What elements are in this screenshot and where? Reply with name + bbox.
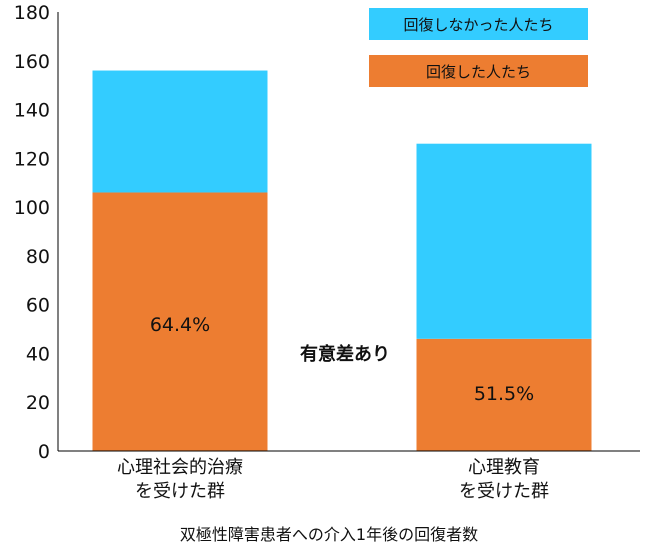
- bar-percentage-label-2: 51.5%: [474, 383, 534, 405]
- y-tick-label: 40: [26, 343, 50, 365]
- y-tick-label: 60: [26, 295, 50, 317]
- bar-recovered-2: [416, 338, 592, 451]
- y-tick-label: 0: [38, 441, 50, 463]
- y-tick-label: 160: [14, 51, 50, 73]
- y-tick-label: 120: [14, 148, 50, 170]
- category-label-psychosocial: 心理社会的治療 を受けた群: [117, 457, 243, 502]
- bar-not-recovered-2: [416, 143, 592, 339]
- y-tick-label: 80: [26, 246, 50, 268]
- y-tick-label: 140: [14, 100, 50, 122]
- bar-recovered-1: [92, 192, 268, 451]
- legend-label-recovered: 回復した人たち: [425, 62, 531, 81]
- legend-label-not-recovered: 回復しなかった人たち: [403, 15, 554, 34]
- significance-annotation: 有意差あり: [300, 344, 390, 365]
- legend-item-recovered: 回復した人たち: [369, 55, 588, 87]
- y-tick-label: 100: [14, 197, 50, 219]
- category-label-psychoeducation: 心理教育 を受けた群: [459, 457, 549, 502]
- bars-group: [92, 70, 592, 451]
- x-axis-title: 双極性障害患者への介入1年後の回復者数: [179, 525, 479, 544]
- y-axis: 0 20 40 60 80 100 120 140 160 180: [14, 2, 59, 463]
- legend-item-not-recovered: 回復しなかった人たち: [369, 8, 588, 40]
- bar-percentage-label-1: 64.4%: [150, 314, 210, 336]
- bar-not-recovered-1: [92, 70, 268, 193]
- y-tick-label: 180: [14, 2, 50, 24]
- y-tick-label: 20: [26, 392, 50, 414]
- bar-labels-group: 64.4% 51.5%: [150, 314, 534, 405]
